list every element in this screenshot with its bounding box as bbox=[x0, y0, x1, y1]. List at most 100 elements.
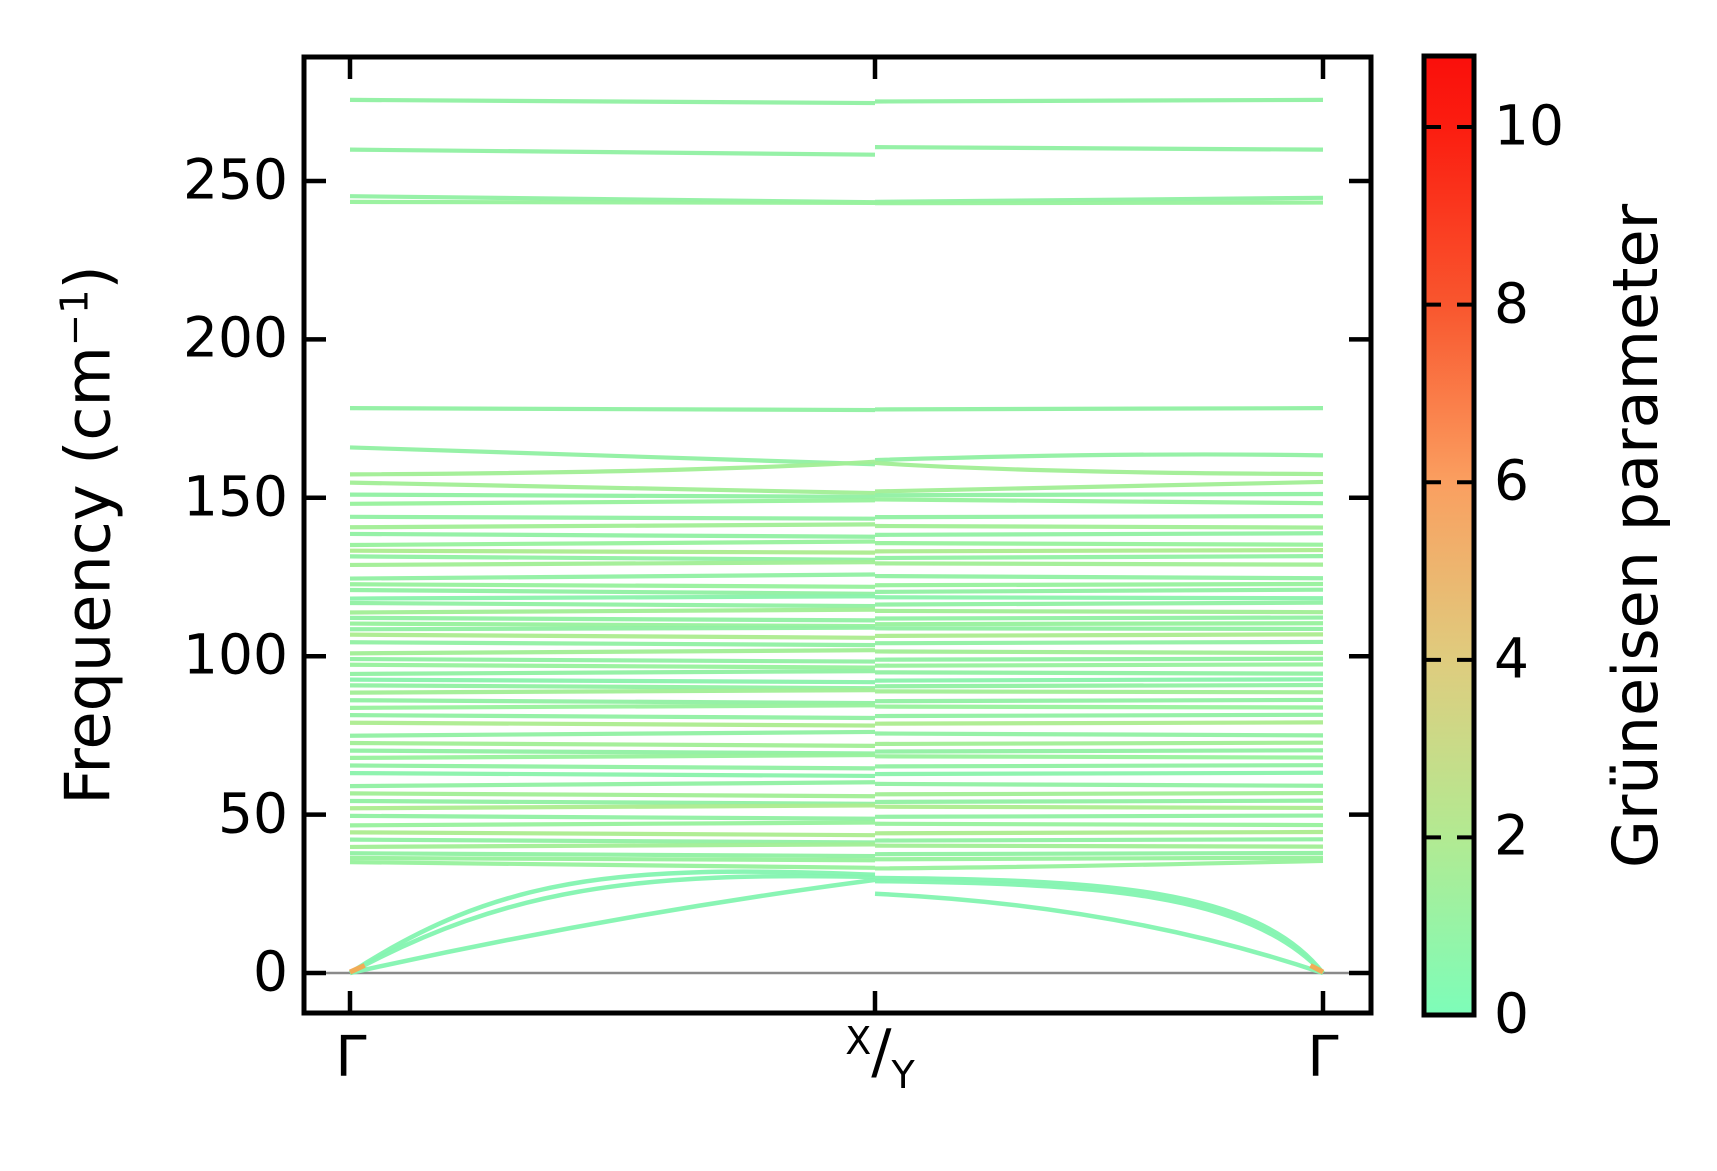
phonon-band bbox=[349, 492, 876, 499]
phonon-band bbox=[349, 798, 876, 806]
phonon-band bbox=[349, 677, 876, 685]
phonon-band bbox=[874, 798, 1324, 805]
phonon-band bbox=[874, 858, 1324, 871]
phonon-band bbox=[874, 790, 1324, 797]
phonon-band bbox=[874, 682, 1324, 689]
phonon-band bbox=[349, 587, 876, 596]
phonon-band bbox=[874, 670, 1324, 676]
phonon-band bbox=[349, 687, 876, 695]
phonon-band bbox=[874, 712, 1324, 719]
phonon-band bbox=[349, 763, 876, 771]
phonon-band bbox=[874, 479, 1324, 494]
phonon-band bbox=[874, 837, 1324, 843]
phonon-band bbox=[874, 731, 1324, 738]
phonon-band bbox=[349, 820, 876, 828]
phonon-band bbox=[349, 406, 876, 413]
phonon-band bbox=[874, 491, 1324, 498]
phonon-band bbox=[1309, 963, 1325, 975]
phonon-band bbox=[349, 199, 876, 205]
phonon-band bbox=[349, 748, 876, 756]
acoustic-band bbox=[348, 869, 876, 975]
phonon-band bbox=[874, 615, 1324, 621]
phonon-band bbox=[349, 855, 876, 863]
phonon-band bbox=[874, 754, 1324, 760]
phonon-band bbox=[349, 720, 876, 728]
phonon-band bbox=[874, 748, 1324, 754]
phonon-band bbox=[874, 649, 1324, 656]
phonon-band bbox=[349, 683, 876, 691]
acoustic-band bbox=[874, 891, 1324, 976]
phonon-band bbox=[349, 554, 876, 562]
phonon-band bbox=[349, 813, 876, 821]
phonon-band bbox=[349, 662, 876, 670]
phonon-band bbox=[349, 548, 876, 555]
acoustic-band bbox=[348, 873, 876, 975]
colorbar-gradient bbox=[1424, 56, 1474, 1015]
phonon-band bbox=[874, 697, 1324, 704]
phonon-band bbox=[874, 514, 1324, 520]
phonon-band bbox=[349, 480, 876, 496]
phonon-band bbox=[874, 561, 1324, 567]
phonon-band bbox=[874, 813, 1324, 819]
phonon-band bbox=[874, 406, 1324, 412]
phonon-band bbox=[349, 594, 876, 601]
phonon-band bbox=[874, 595, 1324, 601]
phonon-band bbox=[874, 770, 1324, 777]
phonon-band bbox=[349, 632, 876, 640]
phonon-band bbox=[874, 720, 1324, 726]
phonon-band bbox=[874, 850, 1324, 857]
phonon-band bbox=[349, 607, 876, 615]
phonon-band bbox=[349, 842, 876, 850]
phonon-band bbox=[874, 600, 1324, 607]
phonon-band bbox=[349, 860, 876, 870]
phonon-band bbox=[349, 640, 876, 648]
phonon-band bbox=[349, 803, 876, 811]
axes-frame bbox=[301, 54, 1374, 1016]
phonon-band bbox=[349, 837, 876, 845]
acoustic-band bbox=[874, 878, 1325, 975]
phonon-band bbox=[874, 587, 1324, 594]
phonon-band bbox=[874, 843, 1324, 849]
phonon-band bbox=[874, 553, 1324, 561]
acoustic-band bbox=[349, 877, 876, 976]
phonon-band bbox=[349, 752, 876, 760]
phonon-band bbox=[349, 522, 876, 530]
phonon-band bbox=[874, 541, 1324, 547]
phonon-band bbox=[349, 498, 876, 506]
phonon-band bbox=[349, 615, 876, 623]
phonon-band bbox=[349, 621, 876, 629]
phonon-band bbox=[349, 729, 876, 738]
colorbar-frame bbox=[1421, 53, 1477, 1018]
phonon-band bbox=[874, 804, 1324, 811]
phonon-band bbox=[874, 621, 1324, 627]
phonon-band bbox=[349, 713, 876, 721]
phonon-band bbox=[349, 600, 876, 609]
phonon-band bbox=[874, 639, 1324, 646]
phonon-band bbox=[349, 97, 876, 106]
phonon-band bbox=[874, 781, 1324, 788]
phonon-band bbox=[349, 459, 876, 477]
phonon-band bbox=[874, 656, 1324, 662]
phonon-band bbox=[874, 829, 1324, 836]
phonon-band bbox=[874, 531, 1324, 537]
phonon-band bbox=[349, 582, 876, 589]
phonon-band bbox=[349, 572, 876, 581]
phonon-band bbox=[874, 632, 1324, 639]
phonon-band bbox=[348, 963, 366, 975]
phonon-band bbox=[349, 703, 876, 710]
acoustic-band bbox=[874, 875, 1325, 975]
phonon-band bbox=[349, 740, 876, 748]
phonon-band bbox=[874, 581, 1324, 588]
phonon-band bbox=[874, 145, 1324, 152]
phonon-band bbox=[349, 780, 876, 789]
phonon-band bbox=[874, 704, 1324, 710]
phonon-band bbox=[349, 770, 876, 779]
phonon-band bbox=[874, 689, 1324, 695]
phonon-band bbox=[874, 855, 1324, 862]
phonon-band bbox=[874, 460, 1324, 477]
phonon-band bbox=[874, 821, 1324, 828]
phonon-band bbox=[874, 740, 1324, 747]
phonon-band bbox=[349, 851, 876, 859]
